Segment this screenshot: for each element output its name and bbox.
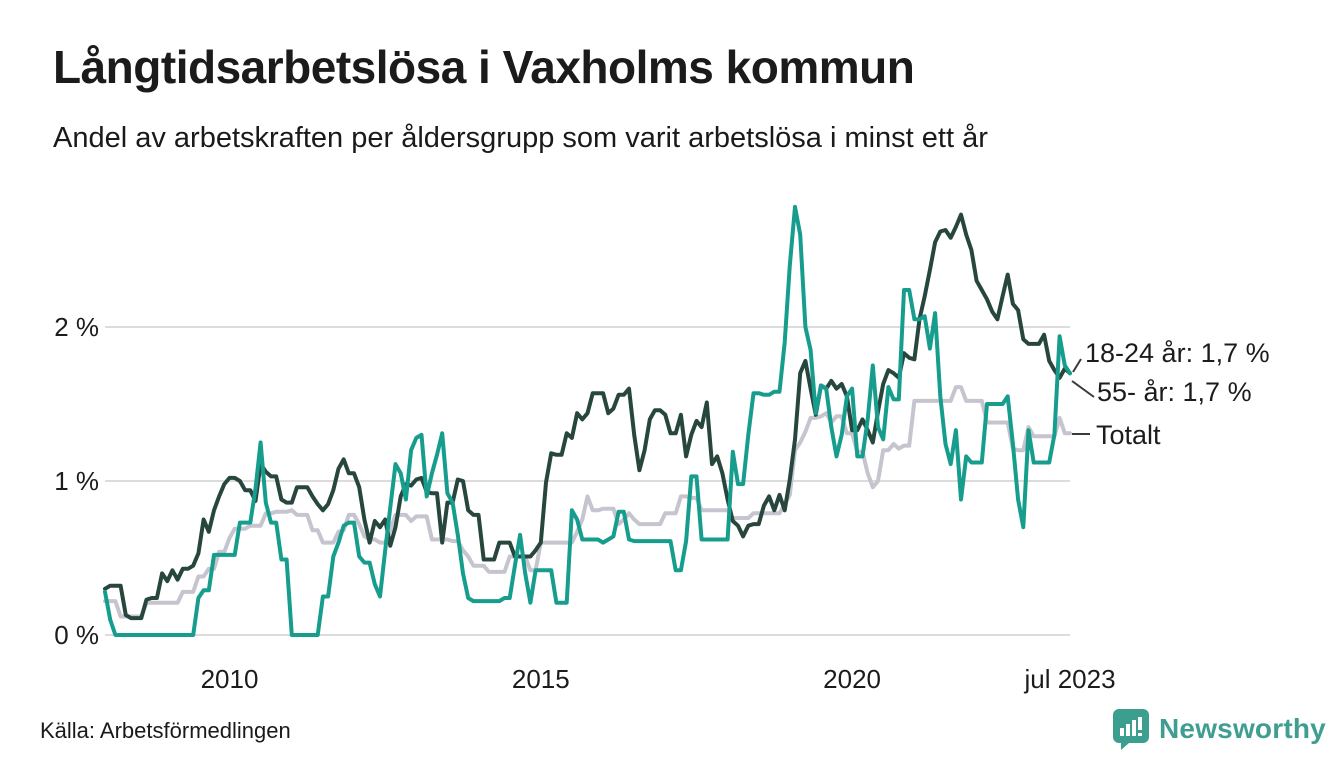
gridlines xyxy=(105,326,1070,636)
x-tick-label: 2010 xyxy=(201,664,259,694)
y-tick-label: 1 % xyxy=(54,466,99,496)
leader-line-18-24 xyxy=(1072,358,1082,373)
leader-line-55 xyxy=(1071,380,1095,398)
x-tick-label: 2015 xyxy=(512,664,570,694)
x-tick-label: jul 2023 xyxy=(1023,664,1115,694)
x-tick-label: 2020 xyxy=(823,664,881,694)
axis-labels: 0 % 1 % 2 % 2010 2015 2020 jul 2023 xyxy=(54,312,1115,694)
series-line-55-r xyxy=(103,204,1072,637)
end-label-18-24: 18-24 år: 1,7 % xyxy=(1085,338,1270,368)
newsworthy-bubble-icon xyxy=(1113,709,1149,750)
series-line-totalt xyxy=(103,385,1072,619)
newsworthy-logo: Newsworthy xyxy=(1112,708,1326,750)
source-label: Källa: Arbetsförmedlingen xyxy=(40,718,291,743)
end-label-totalt: Totalt xyxy=(1096,420,1161,450)
page-title: Långtidsarbetslösa i Vaxholms kommun xyxy=(53,41,915,93)
y-tick-label: 2 % xyxy=(54,312,99,342)
data-series xyxy=(103,204,1072,637)
end-label-55: 55- år: 1,7 % xyxy=(1097,377,1252,407)
newsworthy-logo-text: Newsworthy xyxy=(1159,713,1326,744)
page-subtitle: Andel av arbetskraften per åldersgrupp s… xyxy=(53,122,988,154)
annotation-group: 18-24 år: 1,7 % 55- år: 1,7 % Totalt xyxy=(1071,338,1270,450)
y-tick-label: 0 % xyxy=(54,620,99,650)
series-line-18-24-r xyxy=(103,212,1072,621)
